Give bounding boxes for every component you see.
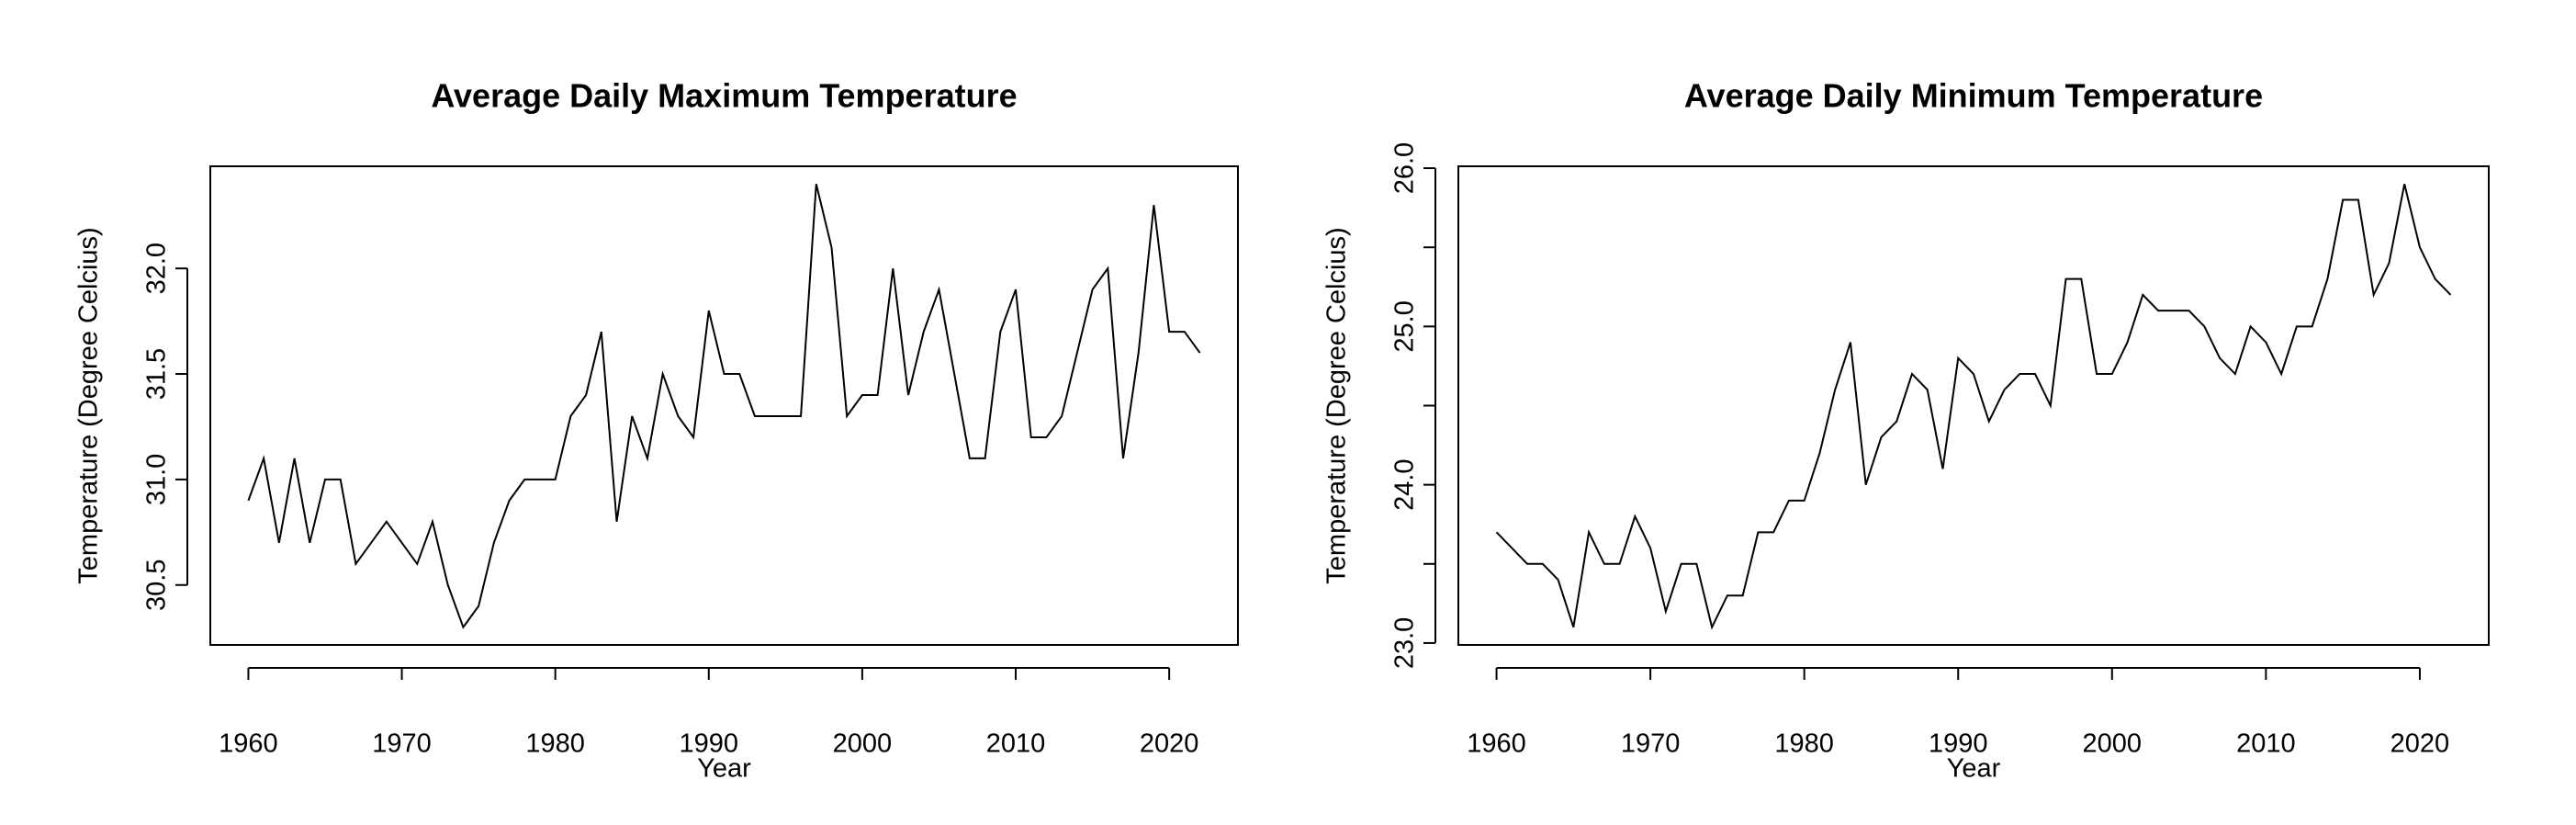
chart-title: Average Daily Maximum Temperature: [431, 77, 1017, 115]
plot-frame: [209, 165, 1239, 646]
x-tick-label: 2020: [2390, 729, 2450, 759]
x-tick-label: 2000: [2083, 729, 2143, 759]
x-tick-label: 1970: [1621, 729, 1681, 759]
y-tick-label: 24.0: [1390, 458, 1420, 510]
x-tick-label: 1980: [525, 729, 585, 759]
x-tick-label: 1960: [219, 729, 278, 759]
data-line: [247, 184, 1201, 629]
x-tick-label: 2010: [2236, 729, 2296, 759]
x-tick-label: 1990: [1929, 729, 1988, 759]
x-tick-label: 2000: [833, 729, 893, 759]
x-tick-label: 1970: [372, 729, 432, 759]
plot-frame: [1457, 165, 2490, 646]
y-tick-label: 31.0: [142, 454, 172, 505]
y-tick-label: 26.0: [1390, 142, 1420, 194]
x-tick-label: 1980: [1774, 729, 1834, 759]
data-line: [1495, 184, 2452, 630]
y-tick-label: 31.5: [142, 348, 172, 400]
y-tick-label: 32.0: [142, 243, 172, 294]
y-tick-label: 23.0: [1390, 617, 1420, 669]
x-tick-label: 1990: [680, 729, 739, 759]
y-tick-label: 30.5: [142, 559, 172, 611]
y-tick-label: 25.0: [1390, 300, 1420, 352]
x-tick-label: 1960: [1467, 729, 1526, 759]
y-axis-label: Temperature (Degree Celcius): [1322, 227, 1352, 583]
chart-title: Average Daily Minimum Temperature: [1684, 77, 2263, 115]
x-axis-label: Year: [697, 754, 751, 784]
x-axis-label: Year: [1947, 754, 2001, 784]
y-axis-label: Temperature (Degree Celcius): [74, 227, 104, 583]
x-tick-label: 2010: [986, 729, 1046, 759]
x-tick-label: 2020: [1140, 729, 1199, 759]
